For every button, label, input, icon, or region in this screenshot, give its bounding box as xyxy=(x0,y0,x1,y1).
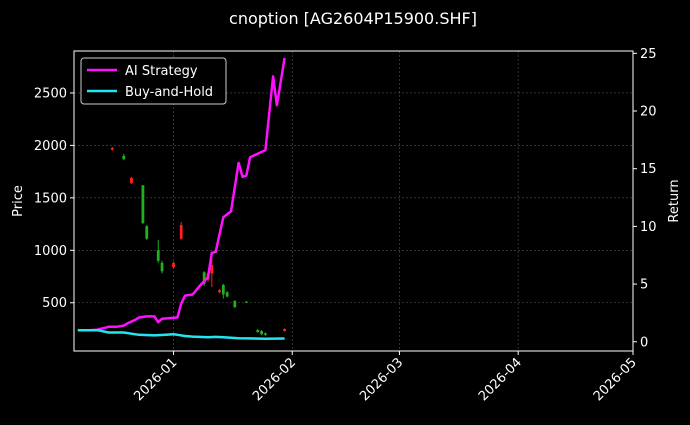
y-left-tick-label: 500 xyxy=(42,296,67,311)
series-layer xyxy=(77,57,286,340)
legend: AI Strategy Buy-and-Hold xyxy=(80,57,227,105)
legend-label-ai-strategy: AI Strategy xyxy=(125,64,198,79)
y-left-tick-label: 2500 xyxy=(34,86,67,101)
series-line-ai-strategy xyxy=(77,57,286,332)
y-axis-left: 500 1000 1500 2000 2500 xyxy=(34,86,74,311)
y-right-tick-label: 10 xyxy=(640,220,657,235)
candle-body xyxy=(156,250,160,261)
candle-body xyxy=(260,331,264,335)
y-left-tick-label: 2000 xyxy=(34,139,67,154)
chart-title: cnoption [AG2604P15900.SHF] xyxy=(229,9,477,28)
y-axis-left-label: Price xyxy=(11,185,26,217)
candle-body xyxy=(172,262,175,268)
candle-body xyxy=(244,301,248,303)
candle-body xyxy=(110,148,114,150)
candle-body xyxy=(233,300,237,307)
y-right-tick-label: 0 xyxy=(640,335,648,350)
y-right-tick-label: 20 xyxy=(640,105,657,120)
candle-body xyxy=(160,262,164,272)
candle-body xyxy=(202,272,206,284)
y-axis-right-label: Return xyxy=(667,179,682,222)
candle-body xyxy=(256,330,260,333)
y-right-tick-label: 15 xyxy=(640,162,657,177)
y-left-tick-label: 1000 xyxy=(34,244,67,259)
series-line-buy-and-hold xyxy=(77,328,285,340)
y-right-tick-label: 5 xyxy=(640,278,648,293)
candle-body xyxy=(130,177,133,184)
candle-body xyxy=(221,284,225,295)
plot-frame xyxy=(73,50,634,352)
y-left-tick-label: 1500 xyxy=(34,191,67,206)
candle-body xyxy=(210,264,214,274)
candle-body xyxy=(283,328,286,332)
candle-body xyxy=(218,290,221,293)
candle-body xyxy=(145,226,149,239)
candle-body xyxy=(141,185,145,224)
candle-body xyxy=(179,225,183,239)
candle-body xyxy=(264,333,267,335)
candle-body xyxy=(122,155,126,160)
legend-box xyxy=(80,57,227,105)
y-axis-right: 0 5 10 15 20 25 xyxy=(633,47,657,350)
y-right-tick-label: 25 xyxy=(640,47,657,62)
legend-label-buy-and-hold: Buy-and-Hold xyxy=(125,85,213,100)
candle-body xyxy=(225,292,229,297)
